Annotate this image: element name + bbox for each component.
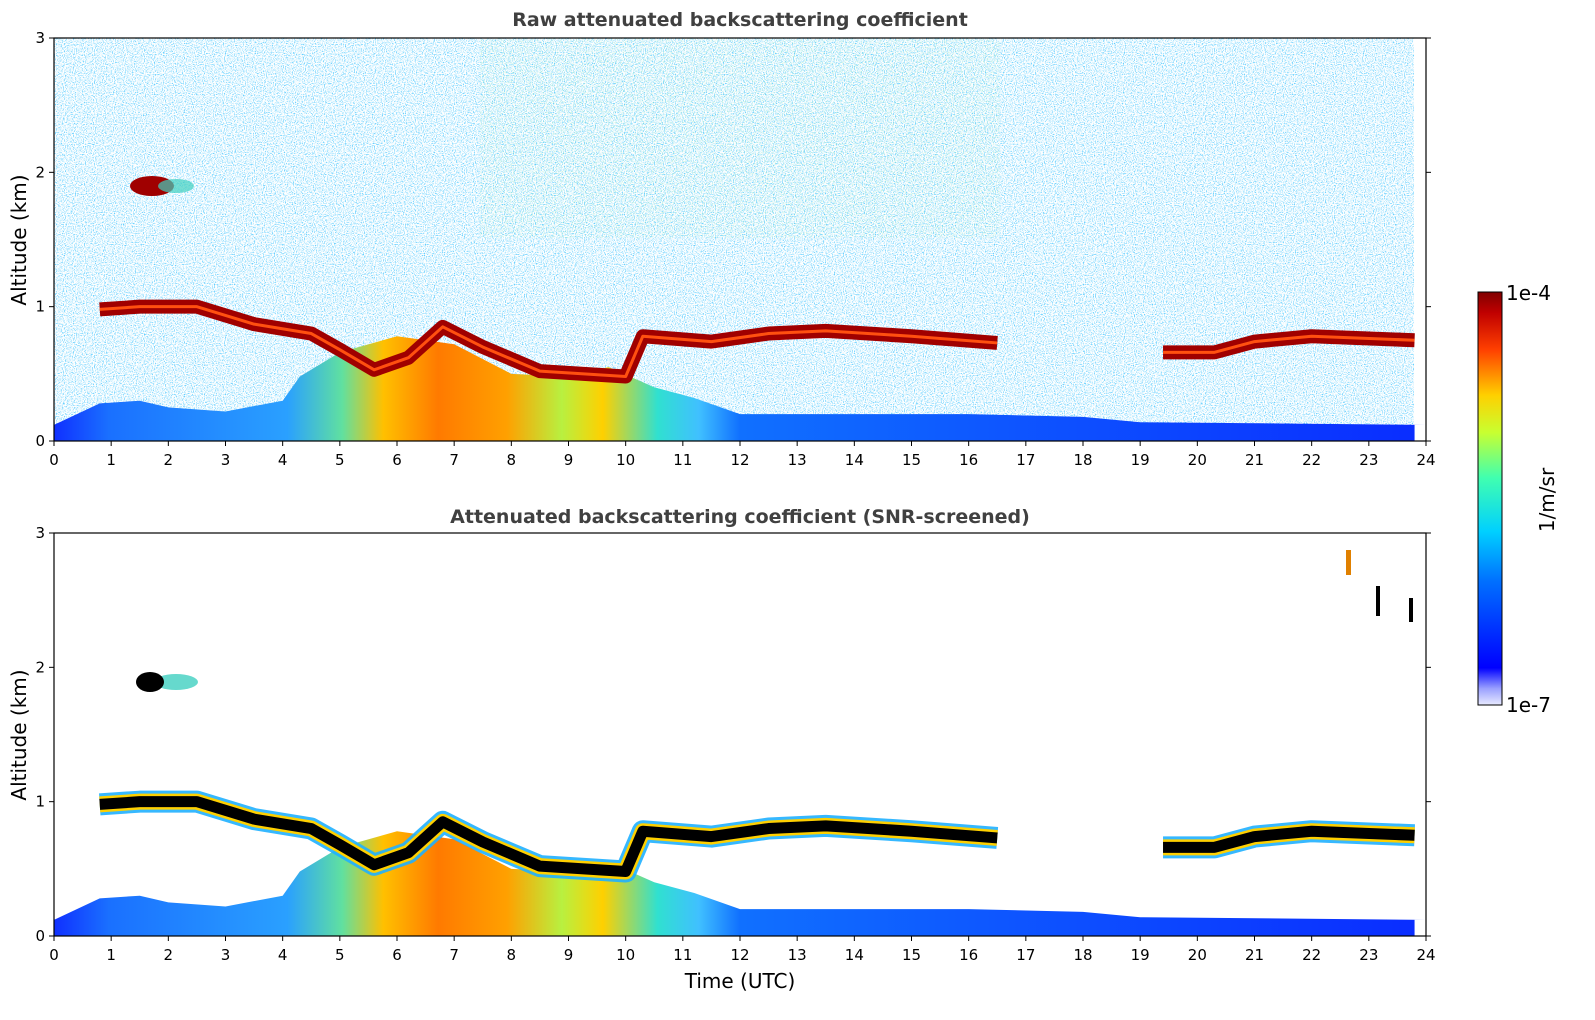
screened-high-cloud-a bbox=[1346, 550, 1351, 575]
raw-x-tick-label: 18 bbox=[1073, 451, 1092, 469]
screened-x-tick-label: 22 bbox=[1302, 946, 1321, 964]
screened-x-tick-label: 11 bbox=[673, 946, 692, 964]
colorbar: 1e-4 1e-7 1/m/sr bbox=[1477, 281, 1559, 717]
screened-high-cloud-c bbox=[1409, 598, 1413, 622]
raw-x-tick-label: 3 bbox=[221, 451, 231, 469]
screened-background bbox=[54, 533, 1426, 936]
raw-x-tick-label: 24 bbox=[1416, 451, 1435, 469]
raw-x-tick-label: 7 bbox=[449, 451, 459, 469]
screened-x-tick-label: 8 bbox=[507, 946, 517, 964]
raw-x-tick-label: 11 bbox=[673, 451, 692, 469]
panel-raw-title: Raw attenuated backscattering coefficien… bbox=[512, 9, 968, 31]
panel-raw: Raw attenuated backscattering coefficien… bbox=[7, 9, 1436, 469]
raw-y-tick-label: 1 bbox=[35, 298, 45, 316]
screened-x-tick-label: 21 bbox=[1245, 946, 1264, 964]
raw-x-tick-label: 16 bbox=[959, 451, 978, 469]
raw-x-tick-label: 4 bbox=[278, 451, 288, 469]
screened-isolated-cloud bbox=[136, 672, 164, 692]
raw-y-axis-label: Altitude (km) bbox=[7, 174, 31, 305]
panel-screened: Attenuated backscattering coefficient (S… bbox=[7, 506, 1436, 993]
screened-y-tick-label: 0 bbox=[35, 927, 45, 945]
colorbar-max-label: 1e-4 bbox=[1506, 281, 1551, 305]
screened-y-axis: 0 1 2 3 bbox=[35, 524, 1431, 945]
raw-cloud-layer-edge bbox=[99, 305, 1415, 379]
raw-x-tick-label: 14 bbox=[845, 451, 864, 469]
screened-x-tick-label: 17 bbox=[1016, 946, 1035, 964]
raw-x-tick-label: 15 bbox=[902, 451, 921, 469]
screened-x-tick-label: 6 bbox=[392, 946, 402, 964]
screened-x-tick-label: 9 bbox=[564, 946, 574, 964]
raw-x-tick-label: 5 bbox=[335, 451, 345, 469]
screened-x-tick-label: 24 bbox=[1416, 946, 1435, 964]
raw-x-tick-label: 19 bbox=[1131, 451, 1150, 469]
screened-x-tick-label: 12 bbox=[730, 946, 749, 964]
screened-x-tick-label: 7 bbox=[449, 946, 459, 964]
raw-x-tick-label: 2 bbox=[164, 451, 174, 469]
raw-x-axis: 0 1 2 3 4 5 6 7 8 9 10 11 12 13 14 15 16 17 18 19 20 21 22 23 24 bbox=[49, 441, 1436, 469]
raw-y-tick-label: 3 bbox=[35, 29, 45, 47]
raw-x-tick-label: 23 bbox=[1359, 451, 1378, 469]
raw-y-tick-label: 0 bbox=[35, 432, 45, 450]
raw-x-tick-label: 20 bbox=[1188, 451, 1207, 469]
screened-x-tick-label: 0 bbox=[49, 946, 59, 964]
colorbar-unit-label: 1/m/sr bbox=[1535, 467, 1559, 532]
screened-high-cloud-b bbox=[1376, 586, 1380, 616]
screened-x-axis: 0 1 2 3 4 5 6 7 8 9 10 11 12 13 14 15 16 17 18 19 20 21 22 23 24 bbox=[49, 936, 1436, 964]
raw-x-tick-label: 17 bbox=[1016, 451, 1035, 469]
screened-x-tick-label: 14 bbox=[845, 946, 864, 964]
raw-x-tick-label: 8 bbox=[507, 451, 517, 469]
colorbar-gradient bbox=[1477, 291, 1503, 706]
raw-isolated-cloud-halo bbox=[158, 179, 194, 193]
raw-x-tick-label: 6 bbox=[392, 451, 402, 469]
raw-y-axis: 0 1 2 3 bbox=[35, 29, 1431, 450]
screened-y-tick-label: 3 bbox=[35, 524, 45, 542]
screened-y-axis-label: Altitude (km) bbox=[7, 669, 31, 800]
panel-screened-title: Attenuated backscattering coefficient (S… bbox=[450, 506, 1030, 528]
raw-y-tick-label: 2 bbox=[35, 163, 45, 181]
raw-x-tick-label: 22 bbox=[1302, 451, 1321, 469]
raw-x-tick-label: 12 bbox=[730, 451, 749, 469]
screened-cloud-layer bbox=[99, 796, 1415, 878]
screened-x-tick-label: 5 bbox=[335, 946, 345, 964]
screened-y-tick-label: 1 bbox=[35, 793, 45, 811]
screened-x-tick-label: 19 bbox=[1131, 946, 1150, 964]
screened-y-tick-label: 2 bbox=[35, 658, 45, 676]
screened-isolated-cloud-halo bbox=[154, 674, 198, 690]
raw-x-tick-label: 10 bbox=[616, 451, 635, 469]
screened-x-tick-label: 1 bbox=[106, 946, 116, 964]
screened-x-tick-label: 13 bbox=[788, 946, 807, 964]
raw-x-tick-label: 1 bbox=[106, 451, 116, 469]
screened-x-tick-label: 16 bbox=[959, 946, 978, 964]
screened-x-tick-label: 10 bbox=[616, 946, 635, 964]
x-axis-label: Time (UTC) bbox=[684, 969, 796, 993]
raw-x-tick-label: 0 bbox=[49, 451, 59, 469]
screened-x-tick-label: 23 bbox=[1359, 946, 1378, 964]
raw-x-tick-label: 21 bbox=[1245, 451, 1264, 469]
raw-x-tick-label: 13 bbox=[788, 451, 807, 469]
screened-x-tick-label: 18 bbox=[1073, 946, 1092, 964]
screened-x-tick-label: 3 bbox=[221, 946, 231, 964]
screened-x-tick-label: 4 bbox=[278, 946, 288, 964]
screened-x-tick-label: 20 bbox=[1188, 946, 1207, 964]
raw-x-tick-label: 9 bbox=[564, 451, 574, 469]
screened-x-tick-label: 2 bbox=[164, 946, 174, 964]
colorbar-min-label: 1e-7 bbox=[1506, 693, 1551, 717]
screened-x-tick-label: 15 bbox=[902, 946, 921, 964]
raw-isolated-cloud bbox=[130, 176, 174, 196]
raw-noise-field-green bbox=[480, 38, 1000, 238]
